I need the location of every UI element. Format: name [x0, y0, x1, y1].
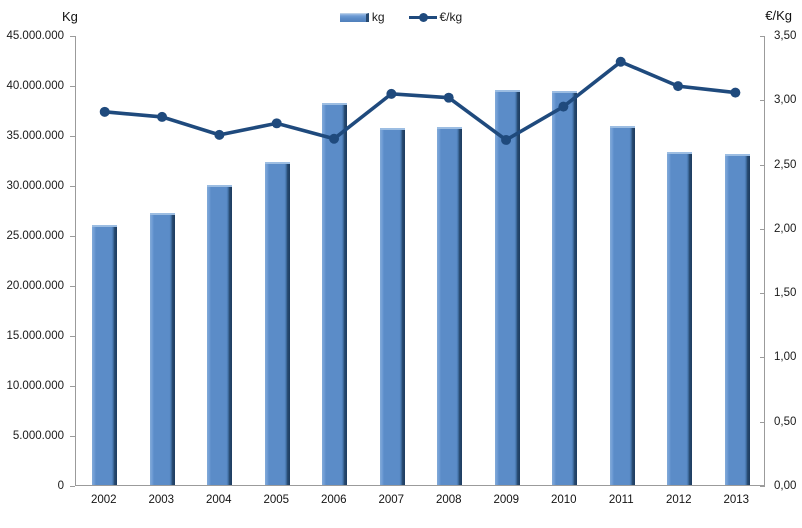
- right-axis-tick: [760, 100, 765, 102]
- bar-2008: [437, 127, 463, 485]
- right-axis-title: €/Kg: [765, 8, 792, 23]
- left-axis-tick-label: 40.000.000: [6, 80, 64, 92]
- line-point-2010: [558, 101, 569, 112]
- plot-area: [75, 36, 765, 486]
- bar-2003: [149, 213, 175, 485]
- left-axis-tick-label: 0: [57, 480, 64, 492]
- left-axis-tick: [70, 36, 75, 37]
- line-point-2004: [214, 129, 225, 140]
- left-axis-tick-label: 30.000.000: [6, 180, 64, 192]
- left-axis-tick-label: 10.000.000: [6, 380, 64, 392]
- left-axis-tick: [70, 186, 75, 187]
- left-axis-title: Kg: [62, 9, 78, 24]
- line-point-2003: [157, 111, 168, 122]
- bar-2004: [207, 185, 233, 485]
- right-axis-tick-label: 0,00: [774, 480, 797, 492]
- x-axis-label-2005: 2005: [263, 494, 290, 506]
- left-axis-tick-label: 20.000.000: [6, 280, 64, 292]
- right-axis-tick: [760, 357, 765, 359]
- right-axis-tick: [760, 164, 765, 166]
- right-axis-tick-label: 1,50: [774, 287, 797, 300]
- left-axis-tick-label: 35.000.000: [6, 130, 64, 142]
- right-axis-tick-label: 2,50: [774, 158, 797, 171]
- line-point-2012: [673, 81, 684, 92]
- left-axis-tick-label: 25.000.000: [6, 230, 64, 242]
- line-point-2006: [329, 133, 340, 144]
- line-point-2005: [271, 118, 282, 129]
- x-axis-label-2003: 2003: [148, 494, 175, 506]
- bar-swatch-icon: [339, 12, 369, 22]
- line-point-2011: [615, 56, 626, 67]
- legend-label-kg: kg: [371, 10, 385, 24]
- line-layer: [99, 56, 741, 145]
- x-axis-label-2004: 2004: [205, 494, 232, 506]
- bar-2013: [724, 154, 750, 485]
- right-axis-tick: [760, 486, 765, 487]
- left-axis-tick-label: 45.000.000: [6, 30, 64, 42]
- x-axis-label-2011: 2011: [608, 494, 634, 506]
- left-axis-tick: [70, 436, 75, 437]
- left-axis-tick: [70, 336, 75, 337]
- x-axis-label-2006: 2006: [320, 494, 347, 506]
- right-axis-tick: [760, 228, 765, 230]
- right-axis-tick-label: 3,50: [774, 30, 797, 42]
- bar-2009: [494, 90, 520, 485]
- right-axis-tick: [760, 293, 765, 295]
- x-axis-label-2009: 2009: [493, 494, 520, 506]
- left-axis-tick-label: 15.000.000: [6, 330, 64, 342]
- x-axis-label-2007: 2007: [378, 494, 405, 506]
- right-axis-tick: [760, 36, 765, 37]
- left-axis-tick: [70, 286, 75, 287]
- legend-item-eur-per-kg: €/kg: [408, 10, 463, 24]
- x-axis-label-2012: 2012: [665, 494, 692, 506]
- price-line: [104, 59, 736, 143]
- line-point-2009: [501, 134, 512, 145]
- left-axis-tick: [70, 136, 75, 137]
- bar-2005: [264, 162, 290, 485]
- bar-2002: [92, 225, 118, 485]
- legend: kg €/kg: [0, 10, 802, 24]
- left-axis-tick: [70, 236, 75, 237]
- right-axis-tick-label: 3,00: [774, 94, 797, 107]
- x-axis-label-2010: 2010: [550, 494, 577, 506]
- line-point-2013: [730, 87, 741, 98]
- left-axis-tick: [70, 86, 75, 87]
- x-axis-label-2013: 2013: [723, 494, 750, 506]
- legend-item-kg: kg: [339, 10, 385, 24]
- right-axis-tick-label: 1,00: [774, 351, 797, 364]
- bar-2006: [322, 103, 348, 485]
- bar-2007: [379, 128, 405, 485]
- x-axis-label-2008: 2008: [435, 494, 462, 506]
- bar-2010: [552, 91, 578, 485]
- line-point-2008: [443, 92, 454, 103]
- left-axis-tick-label: 5.000.000: [12, 430, 64, 442]
- right-axis-tick-label: 2,00: [774, 222, 797, 235]
- right-axis-tick-label: 0,50: [774, 415, 797, 428]
- line-point-2007: [386, 88, 397, 99]
- line-swatch-icon: [408, 12, 437, 22]
- legend-label-eur-per-kg: €/kg: [439, 10, 463, 24]
- line-point-2002: [99, 106, 110, 117]
- left-axis-tick: [70, 486, 75, 487]
- bar-2012: [667, 152, 693, 485]
- right-axis-tick: [760, 421, 765, 423]
- left-axis-tick: [70, 386, 75, 387]
- x-axis-label-2002: 2002: [90, 494, 117, 506]
- bar-2011: [609, 126, 635, 485]
